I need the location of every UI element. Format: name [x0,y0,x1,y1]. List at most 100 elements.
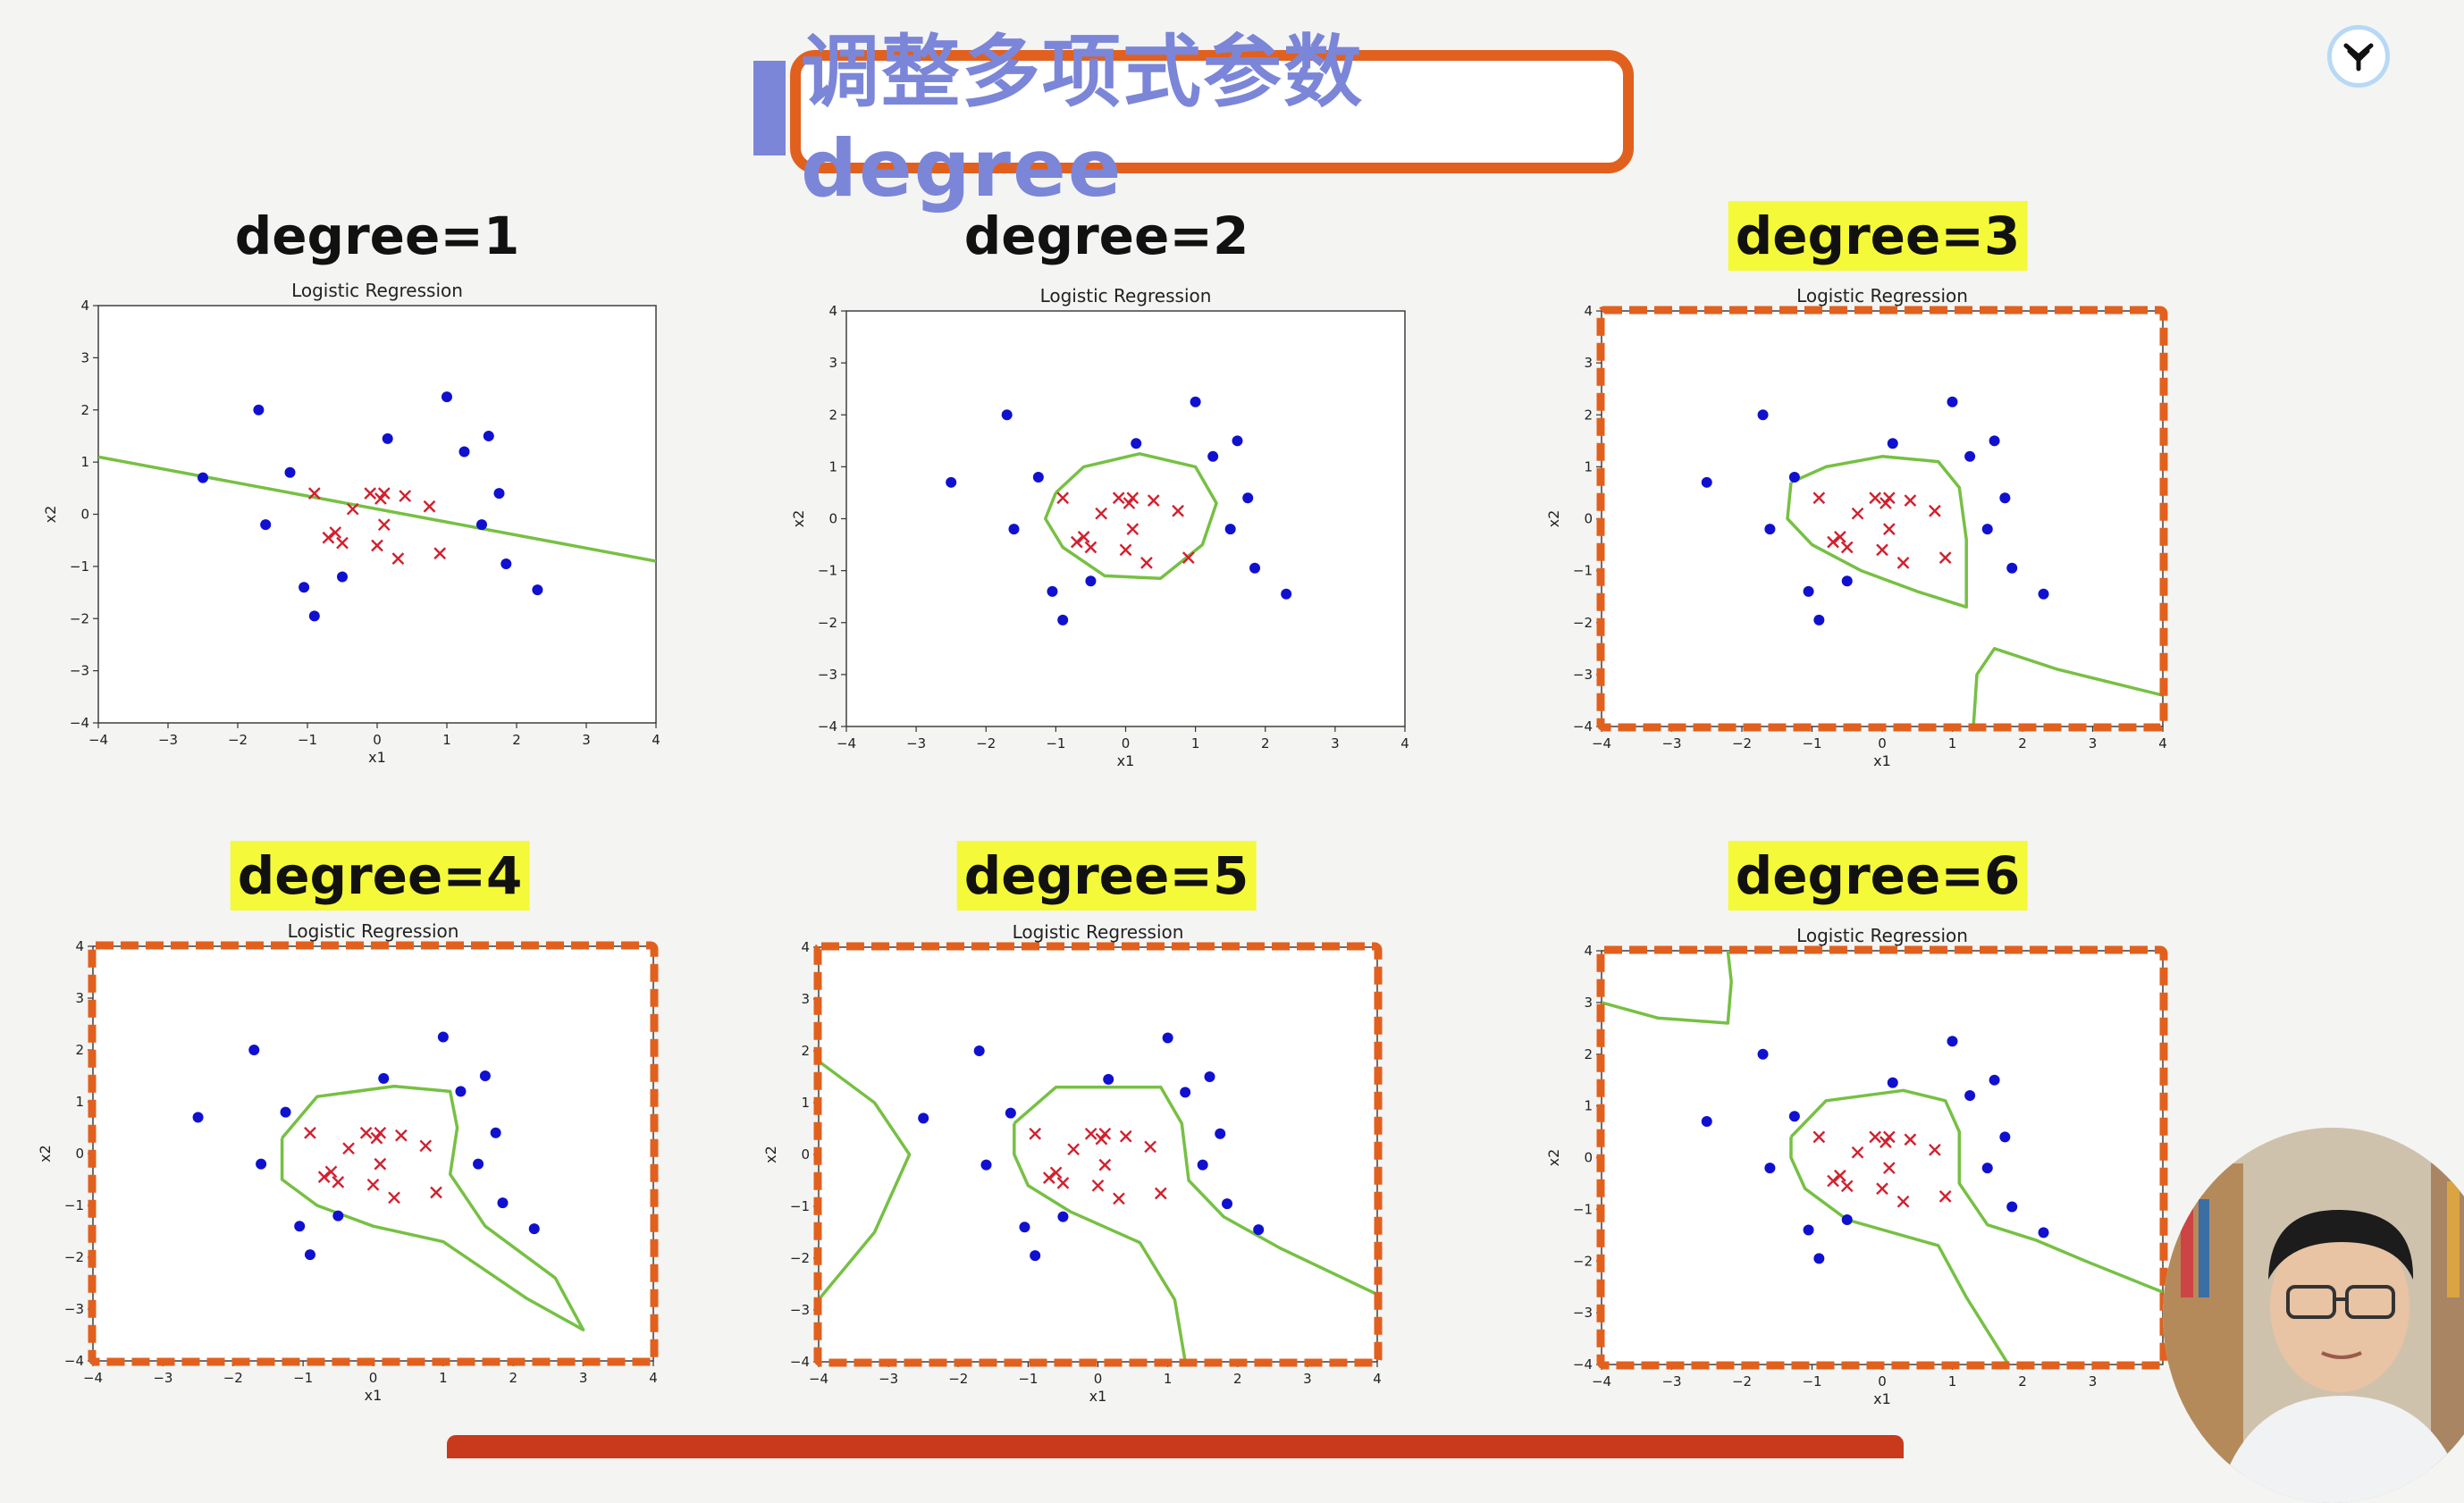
data-point-class-a [1989,435,2000,447]
decision-boundary [1013,1085,1377,1297]
data-point-class-a [1841,1213,1853,1225]
x-tick-label: 2 [1261,735,1270,752]
y-tick-label: 4 [1584,943,1593,959]
y-axis-label: x2 [790,510,807,528]
data-point-class-a [1032,472,1044,483]
y-tick-label: −1 [70,558,89,575]
data-point-class-a [1180,1087,1191,1098]
plot-title: Logistic Regression [288,920,459,942]
data-point-class-b [433,547,447,560]
data-point-class-a [493,488,505,500]
y-tick-label: −2 [64,1249,84,1265]
data-point-class-b [1098,1158,1112,1171]
data-point-class-b [1851,1146,1864,1159]
y-tick-label: 4 [828,303,837,319]
y-tick-label: −2 [1573,1253,1593,1269]
data-point-class-a [1001,409,1013,421]
x-tick-label: 1 [439,1370,448,1386]
data-point-class-b [1056,491,1070,505]
y-tick-label: 1 [801,1095,810,1111]
data-point-class-b [1880,1136,1892,1148]
data-point-class-a [1803,585,1814,597]
x-tick-label: 1 [1948,1373,1957,1390]
x-tick-label: 1 [442,732,451,748]
y-tick-label: −1 [1573,563,1593,579]
x-tick-label: 3 [2089,735,2098,752]
data-point-class-a [1813,614,1825,626]
data-point-class-a [1757,409,1769,421]
y-tick-label: −3 [790,1302,810,1318]
x-tick-label: −4 [1592,1373,1611,1390]
y-tick-label: 2 [828,407,837,423]
data-point-class-b [1029,1127,1042,1140]
y-tick-label: −4 [1573,1356,1593,1373]
data-point-class-a [473,1158,484,1170]
y-tick-label: −2 [70,610,89,626]
data-point-class-a [437,1031,449,1043]
panel-heading-degree-4: degree=4 [230,841,530,911]
y-tick-label: 0 [1584,511,1593,527]
data-point-class-b [1091,1179,1105,1192]
data-point-class-b [1869,491,1881,505]
data-point-class-b [1123,497,1136,509]
data-point-class-b [374,1157,387,1171]
data-point-class-a [442,391,452,403]
x-tick-label: 3 [582,732,591,748]
x-axis-label: x1 [1117,752,1135,769]
y-tick-label: 4 [801,939,810,955]
data-point-class-b [1098,1127,1112,1140]
data-point-class-a [2038,588,2049,600]
data-point-class-b [1084,541,1097,554]
y-axis-label: x2 [42,506,59,524]
data-point-class-b [1880,497,1892,509]
data-point-class-a [1242,492,1254,504]
x-tick-label: 2 [1233,1371,1242,1387]
data-point-class-b [388,1191,400,1205]
y-axis-label: x2 [1545,510,1562,528]
data-point-class-b [332,1176,345,1188]
x-tick-label: −3 [1661,1373,1681,1390]
data-point-class-a [1999,1131,2011,1143]
data-point-class-a [1887,1077,1898,1088]
decision-boundary [98,455,656,563]
data-point-class-b [1056,1177,1070,1189]
plot-title: Logistic Regression [1040,285,1212,306]
data-point-class-a [332,1210,344,1222]
data-point-class-a [1989,1074,2000,1086]
data-point-class-a [1813,1253,1825,1264]
data-point-class-b [1067,1143,1081,1156]
x-tick-label: −4 [1592,735,1611,752]
y-tick-label: 1 [80,454,89,470]
x-tick-label: −1 [1802,735,1821,752]
data-point-class-b [430,1186,442,1199]
y-tick-label: 1 [1584,458,1593,474]
x-tick-label: −1 [1802,1373,1821,1390]
decision-boundary [1602,951,1733,1025]
data-point-class-b [329,526,342,539]
data-point-class-a [1757,1048,1769,1060]
y-tick-label: −3 [1573,1305,1593,1321]
panel-heading-degree-1: degree=1 [234,206,520,266]
data-point-class-a [1964,450,1976,462]
y-tick-label: −4 [64,1353,84,1369]
data-point-class-a [1207,450,1219,462]
data-point-class-a [1947,1036,1958,1047]
x-tick-label: −3 [1661,735,1681,752]
plot-area [845,310,1406,727]
data-point-class-b [1834,1169,1846,1182]
data-point-class-a [455,1086,467,1097]
decision-boundary [1043,452,1218,581]
y-tick-label: 0 [75,1146,84,1162]
data-point-class-a [1162,1032,1173,1044]
data-point-class-b [1938,1190,1952,1203]
data-point-class-a [1281,588,1292,600]
x-tick-label: −4 [837,735,856,752]
y-tick-label: −1 [64,1197,84,1213]
panel-heading-degree-6: degree=6 [1728,841,2028,911]
data-point-class-b [1119,543,1132,557]
x-tick-label: −3 [153,1370,172,1386]
y-tick-label: 1 [828,458,837,474]
data-point-class-a [382,432,393,444]
y-tick-label: 0 [1584,1150,1593,1166]
data-point-class-a [253,404,265,416]
